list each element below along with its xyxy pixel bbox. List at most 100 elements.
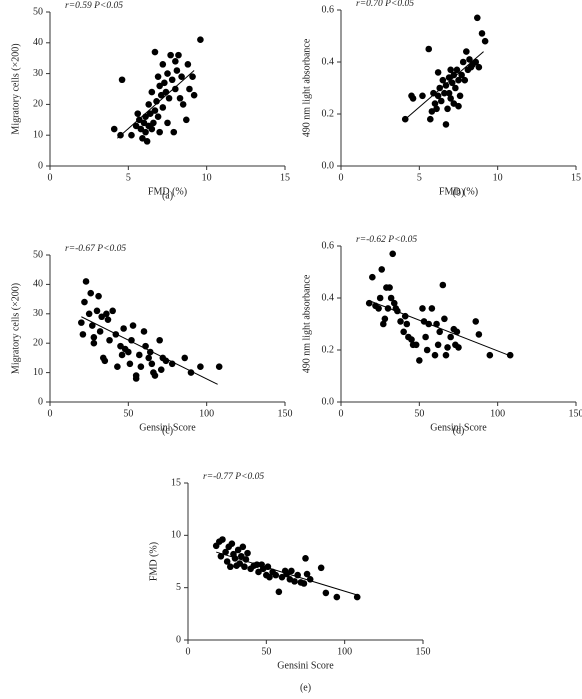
point <box>96 328 104 335</box>
point <box>272 571 280 579</box>
annotation: r=-0.67 P<0.05 <box>65 244 126 254</box>
point <box>79 331 87 338</box>
point <box>453 66 461 74</box>
point <box>222 548 229 556</box>
point <box>134 110 142 117</box>
point <box>215 363 223 371</box>
point <box>126 360 134 368</box>
point <box>409 95 417 102</box>
point <box>436 84 444 92</box>
point <box>506 351 514 359</box>
point <box>223 558 231 565</box>
point <box>408 336 415 343</box>
point <box>128 131 135 139</box>
point <box>291 578 298 585</box>
x-tick-label: 5 <box>417 172 422 183</box>
point <box>431 100 439 107</box>
x-tick-label: 0 <box>48 408 53 419</box>
y-tick-label: 0.4 <box>322 56 335 67</box>
point <box>478 30 486 37</box>
point <box>444 105 451 113</box>
point <box>447 333 454 341</box>
point <box>159 61 167 68</box>
point <box>106 336 113 344</box>
y-tick-label: 0 <box>38 396 43 407</box>
point <box>442 351 450 359</box>
point <box>244 549 251 557</box>
point <box>441 315 448 323</box>
point <box>87 289 95 297</box>
point <box>378 266 386 273</box>
point <box>179 101 187 108</box>
fit-line <box>81 316 218 385</box>
point <box>431 351 439 359</box>
point <box>453 328 461 336</box>
point <box>412 341 420 349</box>
point <box>381 315 389 323</box>
point <box>170 128 178 136</box>
point <box>369 273 376 281</box>
point <box>353 593 361 601</box>
point <box>375 305 382 312</box>
point <box>120 325 127 332</box>
point <box>197 36 204 44</box>
point <box>162 88 170 96</box>
point <box>165 94 173 102</box>
point <box>387 294 395 302</box>
point <box>175 51 182 59</box>
point <box>140 119 148 127</box>
fit-line <box>404 51 484 120</box>
point <box>441 89 448 97</box>
point <box>433 320 440 328</box>
point <box>181 354 189 362</box>
point <box>145 101 152 108</box>
point <box>146 110 154 117</box>
point <box>472 318 480 325</box>
point <box>333 593 341 601</box>
point <box>101 357 109 365</box>
panel-label: (c) <box>162 425 173 436</box>
point <box>168 76 176 84</box>
point <box>444 344 451 351</box>
point <box>419 305 426 312</box>
x-tick-label: 50 <box>414 408 424 419</box>
point <box>82 278 90 285</box>
point <box>447 95 454 102</box>
y-tick-label: 0.4 <box>322 292 335 303</box>
point <box>190 91 198 99</box>
point <box>275 588 283 596</box>
point <box>157 366 165 373</box>
point <box>403 320 411 328</box>
point <box>425 45 433 53</box>
point <box>157 91 165 99</box>
point <box>390 299 398 307</box>
point <box>459 58 467 66</box>
point <box>288 567 295 575</box>
point <box>450 71 458 79</box>
point <box>239 543 247 551</box>
panel-label: (b) <box>453 187 465 198</box>
annotation: r=-0.77 P<0.05 <box>203 472 264 482</box>
point <box>300 580 308 587</box>
y-tick-label: 10 <box>33 367 43 378</box>
point <box>161 79 168 87</box>
annotation: r=-0.62 P<0.05 <box>356 235 417 245</box>
point <box>118 76 126 84</box>
point <box>178 73 185 80</box>
point <box>153 98 160 105</box>
point <box>154 113 162 121</box>
x-tick-label: 0 <box>48 172 53 183</box>
point <box>452 84 459 92</box>
x-tick-label: 0 <box>339 172 344 183</box>
point <box>241 563 248 571</box>
point <box>486 351 494 359</box>
point <box>148 360 156 368</box>
point <box>481 37 489 45</box>
x-axis-label: FMD (%) <box>148 186 187 197</box>
point <box>237 552 245 560</box>
point <box>136 116 143 124</box>
point <box>439 76 447 84</box>
point <box>145 354 152 362</box>
y-axis-label: Migratory cells (×200) <box>10 43 21 134</box>
point <box>78 319 85 326</box>
